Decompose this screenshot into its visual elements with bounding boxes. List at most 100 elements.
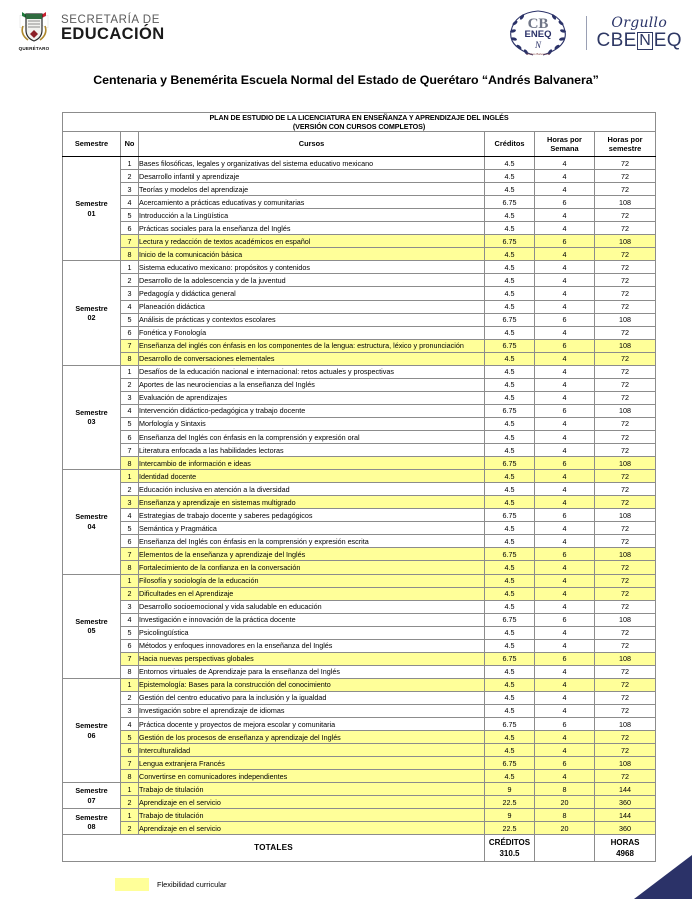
row-number: 6 bbox=[120, 221, 139, 236]
table-row: 2 Desarrollo infantil y aprendizaje 4.5 4 72 bbox=[63, 169, 657, 184]
semester-number: 07 bbox=[87, 795, 96, 805]
table-row: 7 Enseñanza del inglés con énfasis en los… bbox=[63, 338, 657, 353]
credits-value: 4.5 bbox=[484, 482, 535, 497]
hours-per-semester-value: 72 bbox=[593, 429, 657, 445]
hours-per-week-value: 4 bbox=[534, 677, 595, 692]
course-name: Métodos y enfoques innovadores en la ens… bbox=[138, 638, 485, 653]
course-name: Aportes de las neurociencias a la enseña… bbox=[138, 377, 485, 392]
table-row: 6 Interculturalidad 4.5 4 72 bbox=[63, 743, 657, 758]
legend-label: Flexibilidad curricular bbox=[157, 880, 227, 889]
row-number: 2 bbox=[120, 169, 139, 184]
hours-per-semester-value: 108 bbox=[593, 338, 657, 353]
row-number: 3 bbox=[120, 182, 139, 197]
row-number: 5 bbox=[120, 625, 139, 640]
svg-text:CB: CB bbox=[528, 16, 549, 32]
hours-per-week-value: 4 bbox=[534, 325, 595, 340]
semester-word: Semestre bbox=[75, 616, 108, 626]
credits-value: 6.75 bbox=[484, 234, 535, 249]
semester-word: Semestre bbox=[75, 721, 108, 731]
row-number: 6 bbox=[120, 638, 139, 653]
row-number: 4 bbox=[120, 403, 139, 418]
hours-per-week-value: 4 bbox=[534, 638, 595, 653]
table-row: Semestre 08 1 Trabajo de titulación 9 8 144 bbox=[62, 808, 657, 836]
totals-horas-value: 4968 bbox=[616, 849, 634, 859]
cbeneq-boxed-n: N bbox=[637, 31, 654, 50]
row-number: 8 bbox=[120, 664, 139, 679]
hours-per-week-value: 4 bbox=[534, 351, 595, 366]
course-name: Estrategias de trabajo docente y saberes… bbox=[138, 508, 485, 523]
credits-value: 4.5 bbox=[484, 260, 535, 275]
credits-value: 4.5 bbox=[484, 299, 535, 314]
credits-value: 4.5 bbox=[484, 351, 535, 366]
table-row: 4 Práctica docente y proyectos de mejora … bbox=[63, 717, 657, 732]
semester-word: Semestre bbox=[75, 303, 108, 313]
table-row: 7 Literatura enfocada a las habilidades l… bbox=[63, 443, 657, 458]
credits-value: 6.75 bbox=[484, 508, 535, 523]
course-name: Elementos de la enseñanza y aprendizaje … bbox=[138, 547, 485, 562]
table-row: 5 Análisis de prácticas y contextos escol… bbox=[63, 312, 657, 327]
hours-per-semester-value: 72 bbox=[593, 377, 657, 392]
hours-per-week-value: 4 bbox=[534, 573, 595, 588]
column-header-horas-semestre: Horas por semestre bbox=[593, 131, 657, 157]
hours-per-week-value: 4 bbox=[534, 221, 595, 236]
course-name: Lectura y redacción de textos académicos… bbox=[138, 234, 485, 249]
hours-per-semester-value: 72 bbox=[593, 769, 657, 784]
hours-per-week-value: 4 bbox=[534, 364, 595, 379]
hours-per-week-value: 4 bbox=[534, 730, 595, 745]
row-number: 2 bbox=[120, 377, 139, 392]
hours-per-semester-value: 72 bbox=[593, 169, 657, 184]
queretaro-coat-of-arms-icon: QUERÉTARO bbox=[14, 6, 54, 56]
hours-per-semester-value: 72 bbox=[593, 208, 657, 223]
hours-per-semester-value: 72 bbox=[593, 495, 657, 510]
course-name: Intervención didáctico-pedagógica y trab… bbox=[138, 403, 485, 418]
course-name: Hacia nuevas perspectivas globales bbox=[138, 651, 485, 666]
hours-per-semester-value: 108 bbox=[593, 312, 657, 327]
hours-per-semester-value: 72 bbox=[593, 469, 657, 484]
hours-per-week-value: 4 bbox=[534, 247, 595, 262]
table-row: 2 Aprendizaje en el servicio 22.5 20 360 bbox=[63, 821, 657, 836]
hours-per-week-value: 8 bbox=[534, 782, 595, 797]
hours-per-week-value: 6 bbox=[534, 717, 595, 732]
table-row: 2 Desarrollo de la adolescencia y de la j… bbox=[63, 273, 657, 288]
credits-value: 6.75 bbox=[484, 312, 535, 327]
credits-value: 6.75 bbox=[484, 338, 535, 353]
semester-number: 04 bbox=[87, 521, 96, 531]
credits-value: 4.5 bbox=[484, 690, 535, 705]
row-number: 4 bbox=[120, 195, 139, 210]
credits-value: 4.5 bbox=[484, 586, 535, 601]
course-name: Dificultades en el Aprendizaje bbox=[138, 586, 485, 601]
credits-value: 4.5 bbox=[484, 208, 535, 223]
row-number: 1 bbox=[120, 573, 139, 588]
cbeneq-suffix: EQ bbox=[653, 30, 682, 51]
course-name: Entornos virtuales de Aprendizaje para l… bbox=[138, 664, 485, 679]
table-row: Semestre 06 1 Epistemología: Bases para la … bbox=[62, 677, 657, 784]
table-row: 2 Dificultades en el Aprendizaje 4.5 4 72 bbox=[63, 586, 657, 601]
hours-per-semester-value: 108 bbox=[593, 651, 657, 666]
hours-per-semester-value: 144 bbox=[593, 808, 657, 823]
credits-value: 22.5 bbox=[484, 821, 535, 836]
row-number: 3 bbox=[120, 286, 139, 301]
hours-per-week-value: 6 bbox=[534, 403, 595, 418]
course-name: Inicio de la comunicación básica bbox=[138, 247, 485, 262]
hours-per-semester-value: 72 bbox=[593, 155, 657, 171]
totals-label: TOTALES bbox=[62, 834, 485, 863]
hours-per-semester-value: 72 bbox=[593, 664, 657, 679]
hours-per-semester-value: 72 bbox=[593, 416, 657, 431]
course-name: Investigación sobre el aprendizaje de id… bbox=[138, 703, 485, 719]
row-number: 8 bbox=[120, 560, 139, 575]
course-name: Trabajo de titulación bbox=[138, 782, 485, 797]
table-row: 8 Convertirse en comunicadores independie… bbox=[63, 769, 657, 784]
table-row: 6 Enseñanza del Inglés con énfasis en la … bbox=[63, 534, 657, 549]
hours-per-semester-value: 72 bbox=[593, 534, 657, 549]
table-row: Semestre 01 1 Bases filosóficas, legales y … bbox=[62, 155, 657, 262]
table-row: 5 Introducción a la Lingüística 4.5 4 72 bbox=[63, 208, 657, 223]
table-row: 4 Acercamiento a prácticas educativas y c… bbox=[63, 195, 657, 210]
credits-value: 4.5 bbox=[484, 247, 535, 262]
hours-per-week-value: 4 bbox=[534, 495, 595, 510]
course-name: Enseñanza del inglés con énfasis en los … bbox=[138, 338, 485, 353]
course-name: Bases filosóficas, legales y organizativ… bbox=[138, 155, 485, 171]
table-row: 4 Planeación didáctica 4.5 4 72 bbox=[63, 299, 657, 314]
row-number: 8 bbox=[120, 351, 139, 366]
credits-value: 22.5 bbox=[484, 795, 535, 810]
credits-value: 4.5 bbox=[484, 703, 535, 719]
